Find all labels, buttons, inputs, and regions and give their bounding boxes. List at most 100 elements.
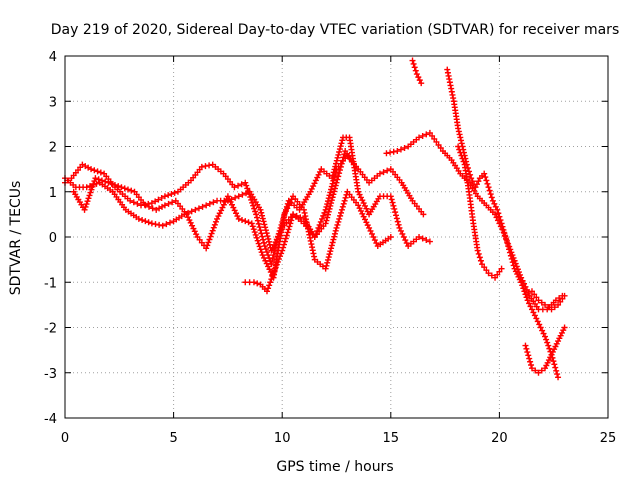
data-point-series-1 <box>249 199 256 206</box>
data-point-series-7 <box>540 330 547 337</box>
data-point-series-1 <box>387 193 394 200</box>
data-point-series-7 <box>539 327 546 334</box>
data-point-series-2 <box>357 207 364 214</box>
data-point-series-2 <box>208 230 215 237</box>
data-markers <box>62 57 568 381</box>
data-point-series-4 <box>254 280 261 287</box>
data-point-series-5 <box>426 129 433 136</box>
data-point-series-4 <box>287 220 294 227</box>
data-point-series-3 <box>320 212 327 219</box>
data-point-series-2 <box>254 237 261 244</box>
data-point-series-4 <box>288 217 295 224</box>
data-point-series-3 <box>159 222 166 229</box>
data-point-series-5 <box>401 145 408 152</box>
data-point-series-1 <box>270 252 277 259</box>
data-point-series-2 <box>257 246 264 253</box>
data-point-series-5 <box>493 214 500 221</box>
data-point-series-5 <box>394 148 401 155</box>
axis-ticks: 0 5 10 15 20 25 -4 -3 -2 -1 0 1 2 3 4 <box>44 50 616 446</box>
data-point-series-9 <box>525 352 532 359</box>
data-point-series-7 <box>498 220 505 227</box>
data-point-series-1 <box>243 182 250 189</box>
data-point-series-1 <box>130 199 137 206</box>
data-point-series-4 <box>340 154 347 161</box>
data-point-series-10 <box>538 299 545 306</box>
data-point-series-2 <box>337 212 344 219</box>
data-point-series-7 <box>481 170 488 177</box>
data-point-series-3 <box>317 218 324 225</box>
data-point-series-4 <box>336 170 343 177</box>
data-point-series-7 <box>506 249 513 256</box>
data-point-series-10 <box>531 291 538 298</box>
data-point-series-7 <box>545 342 552 349</box>
data-point-series-7 <box>542 333 549 340</box>
data-point-series-4 <box>337 163 344 170</box>
data-point-series-6 <box>413 71 420 78</box>
data-point-series-2 <box>95 176 102 183</box>
data-point-series-7 <box>497 217 504 224</box>
data-point-series-7 <box>552 364 559 371</box>
data-point-series-2 <box>362 216 369 223</box>
data-point-series-2 <box>284 205 291 212</box>
data-point-series-4 <box>328 197 335 204</box>
data-point-series-2 <box>253 234 260 241</box>
data-point-series-2 <box>336 215 343 222</box>
data-point-series-9 <box>522 342 529 349</box>
data-point-series-2 <box>334 221 341 228</box>
data-point-series-4 <box>331 185 338 192</box>
data-point-series-8 <box>475 250 482 257</box>
data-point-series-1 <box>394 218 401 225</box>
data-point-series-3 <box>331 171 338 178</box>
data-point-series-4 <box>272 264 279 271</box>
data-point-series-1 <box>310 183 317 190</box>
data-point-series-2 <box>370 234 377 240</box>
data-point-series-2 <box>342 194 349 201</box>
data-point-series-5 <box>383 150 390 157</box>
data-point-series-7 <box>553 367 560 374</box>
data-point-series-7 <box>533 315 540 322</box>
data-point-series-4 <box>271 267 278 274</box>
data-point-series-7 <box>472 184 479 191</box>
data-point-series-1 <box>269 258 276 265</box>
data-point-series-4 <box>324 211 331 218</box>
data-point-series-3 <box>331 174 338 181</box>
data-point-series-2 <box>324 256 331 263</box>
data-point-series-1 <box>336 146 343 153</box>
data-point-series-3 <box>259 212 266 219</box>
data-point-series-7 <box>496 213 503 220</box>
data-point-series-7 <box>483 177 490 184</box>
data-point-series-7 <box>550 358 557 365</box>
data-point-series-4 <box>331 188 338 195</box>
data-point-series-3 <box>83 184 90 191</box>
data-point-series-6 <box>418 80 425 87</box>
data-point-series-10 <box>542 301 549 308</box>
y-tick-label: 3 <box>49 95 57 110</box>
data-point-series-2 <box>230 204 237 211</box>
data-point-series-3 <box>185 209 192 216</box>
data-point-series-8 <box>455 143 462 150</box>
data-point-series-2 <box>251 229 258 236</box>
data-point-series-2 <box>84 198 91 205</box>
data-point-series-2 <box>285 202 292 209</box>
data-point-series-1 <box>165 192 172 199</box>
data-point-series-4 <box>323 217 330 224</box>
data-point-series-4 <box>334 176 341 183</box>
data-point-series-7 <box>531 312 538 319</box>
data-point-series-3 <box>329 180 336 187</box>
data-point-series-2 <box>323 262 330 269</box>
data-point-series-1 <box>426 238 433 245</box>
data-point-series-3 <box>315 224 322 231</box>
data-point-series-1 <box>389 199 396 206</box>
data-point-series-3 <box>243 190 249 197</box>
data-point-series-8 <box>459 155 466 162</box>
data-point-series-6 <box>410 60 417 67</box>
data-point-series-7 <box>507 252 514 259</box>
y-tick-label: 2 <box>49 141 57 156</box>
data-point-series-9 <box>523 345 530 352</box>
data-point-series-3 <box>319 215 326 222</box>
data-point-series-2 <box>207 233 214 240</box>
data-point-series-3 <box>262 224 269 231</box>
data-point-series-2 <box>326 251 333 258</box>
data-point-series-7 <box>518 279 525 286</box>
data-point-series-1 <box>261 243 268 250</box>
